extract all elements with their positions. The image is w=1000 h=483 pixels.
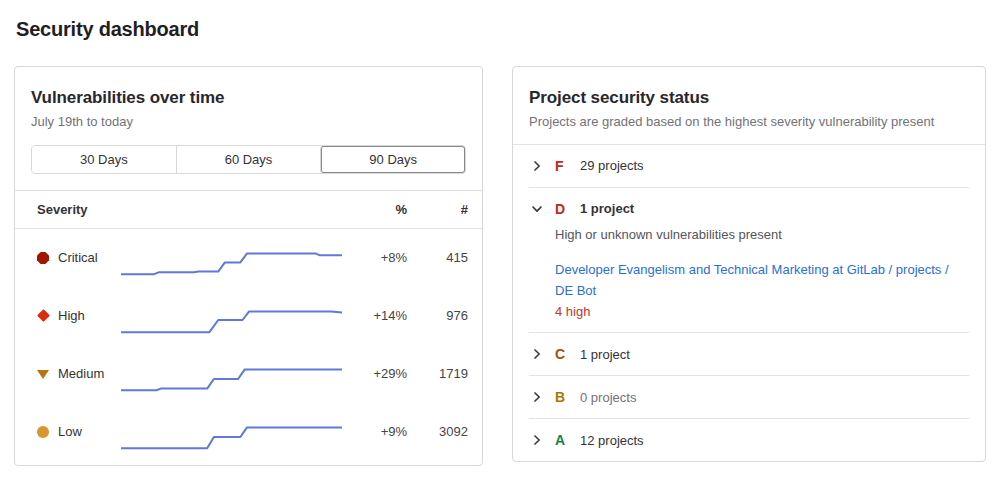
- percent-change-value: +9%: [342, 424, 407, 439]
- vulnerability-count-value: 3092: [407, 424, 468, 439]
- table-row-high: High +14% 976: [15, 287, 482, 345]
- chevron-right-icon: [529, 389, 545, 405]
- vulnerabilities-panel-title: Vulnerabilities over time: [31, 88, 466, 108]
- severity-label: Low: [58, 424, 121, 439]
- high-severity-icon: [37, 310, 50, 323]
- severity-table-header: Severity % #: [15, 191, 482, 229]
- grade-b-toggle[interactable]: B 0 projects: [529, 389, 969, 405]
- grade-f-toggle[interactable]: F 29 projects: [529, 158, 969, 174]
- grade-row-f: F 29 projects: [529, 145, 969, 188]
- chevron-down-icon: [529, 201, 545, 217]
- grade-d-details: High or unknown vulnerabilities present …: [555, 227, 969, 320]
- dashboard-panels: Vulnerabilities over time July 19th to t…: [14, 66, 986, 466]
- chevron-right-icon: [529, 432, 545, 448]
- project-security-status-panel: Project security status Projects are gra…: [512, 66, 986, 462]
- grade-list: F 29 projects D 1 project High or unknow…: [513, 145, 985, 462]
- chevron-right-icon: [529, 346, 545, 362]
- grade-a-toggle[interactable]: A 12 projects: [529, 432, 969, 448]
- filter-30-days-button[interactable]: 30 Days: [32, 146, 176, 173]
- vulnerability-count-value: 1719: [407, 366, 468, 381]
- grade-project-count: 12 projects: [580, 433, 644, 448]
- medium-severity-icon: [37, 370, 49, 379]
- vulnerability-count-value: 415: [407, 250, 468, 265]
- grade-c-toggle[interactable]: C 1 project: [529, 346, 969, 362]
- medium-sparkline-chart: [121, 363, 342, 395]
- percent-change-value: +14%: [342, 308, 407, 323]
- project-status-subtitle: Projects are graded based on the highest…: [529, 114, 969, 144]
- high-sparkline-chart: [121, 305, 342, 337]
- filter-60-days-button[interactable]: 60 Days: [176, 146, 321, 173]
- critical-severity-icon: [37, 252, 49, 264]
- grade-letter: B: [555, 389, 568, 405]
- percent-column-header: %: [342, 202, 407, 217]
- severity-label: Medium: [58, 366, 121, 381]
- day-filter-group: 30 Days 60 Days 90 Days: [31, 145, 466, 174]
- vulnerabilities-panel-header: Vulnerabilities over time July 19th to t…: [15, 67, 482, 174]
- vulnerability-summary: 4 high: [555, 304, 969, 319]
- table-row-medium: Medium +29% 1719: [15, 345, 482, 403]
- vulnerability-count-value: 976: [407, 308, 468, 323]
- project-status-panel-title: Project security status: [529, 88, 969, 108]
- grade-d-toggle[interactable]: D 1 project: [529, 201, 969, 217]
- grade-description: High or unknown vulnerabilities present: [555, 227, 969, 242]
- project-link[interactable]: Developer Evangelism and Technical Marke…: [555, 260, 969, 302]
- date-range-label: July 19th to today: [31, 114, 466, 131]
- grade-row-a: A 12 projects: [529, 419, 969, 461]
- severity-label: High: [58, 308, 121, 323]
- critical-sparkline-chart: [121, 247, 342, 279]
- project-status-panel-header: Project security status Projects are gra…: [513, 67, 985, 144]
- percent-change-value: +8%: [342, 250, 407, 265]
- low-severity-icon: [37, 426, 49, 438]
- grade-letter: D: [555, 201, 568, 217]
- percent-change-value: +29%: [342, 366, 407, 381]
- severity-column-header: Severity: [37, 202, 342, 217]
- table-row-critical: Critical +8% 415: [15, 229, 482, 287]
- filter-90-days-button[interactable]: 90 Days: [320, 146, 465, 173]
- grade-project-count: 1 project: [580, 201, 634, 216]
- page-title: Security dashboard: [16, 18, 1000, 41]
- grade-project-count: 0 projects: [580, 390, 636, 405]
- severity-label: Critical: [58, 250, 121, 265]
- table-row-low: Low +9% 3092: [15, 403, 482, 461]
- count-column-header: #: [407, 202, 468, 217]
- grade-letter: A: [555, 432, 568, 448]
- low-sparkline-chart: [121, 421, 342, 453]
- grade-project-count: 1 project: [580, 347, 630, 362]
- grade-project-count: 29 projects: [580, 158, 644, 173]
- grade-row-c: C 1 project: [529, 333, 969, 376]
- grade-row-b: B 0 projects: [529, 376, 969, 419]
- severity-table-body: Critical +8% 415 High +14% 976 Medium +2…: [15, 229, 482, 465]
- grade-row-d: D 1 project High or unknown vulnerabilit…: [529, 188, 969, 334]
- grade-letter: C: [555, 346, 568, 362]
- grade-letter: F: [555, 158, 568, 174]
- vulnerabilities-over-time-panel: Vulnerabilities over time July 19th to t…: [14, 66, 483, 466]
- chevron-right-icon: [529, 158, 545, 174]
